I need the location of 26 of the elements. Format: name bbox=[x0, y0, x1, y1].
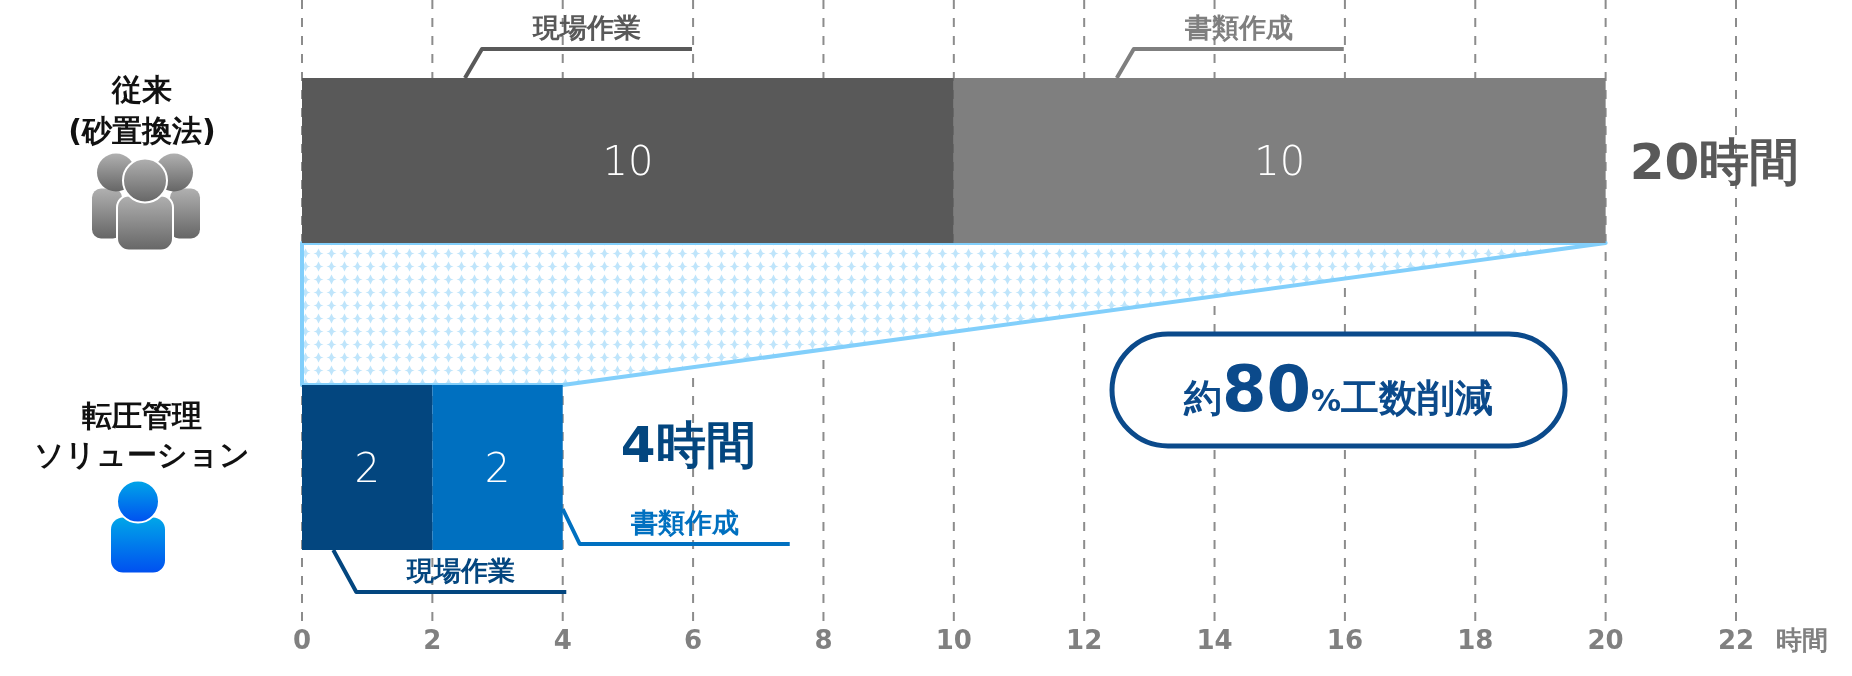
total-label: 20時間 bbox=[1629, 132, 1800, 191]
x-tick-label: 0 bbox=[292, 625, 312, 655]
y-tick-label: 転圧管理ソリューション bbox=[34, 397, 250, 472]
x-tick-label: 18 bbox=[1457, 625, 1494, 655]
series-label: 現場作業 bbox=[532, 12, 641, 43]
data-label: 10 bbox=[1254, 137, 1306, 184]
x-tick-label: 12 bbox=[1066, 625, 1103, 655]
x-tick-label: 16 bbox=[1326, 625, 1363, 655]
data-label: 2 bbox=[354, 444, 380, 491]
total-label: 4時間 bbox=[620, 415, 756, 474]
series-label: 現場作業 bbox=[407, 555, 516, 586]
series-label: 書類作成 bbox=[1184, 12, 1293, 43]
annotation: 約80%工数削減 bbox=[1182, 352, 1494, 426]
data-label: 10 bbox=[602, 137, 654, 184]
x-tick-label: 20 bbox=[1587, 625, 1624, 655]
x-tick-label: 14 bbox=[1196, 625, 1233, 655]
x-tick-label: 6 bbox=[684, 625, 703, 655]
y-tick-label: 従来(砂置換法) bbox=[68, 71, 216, 148]
x-axis-title: 時間 bbox=[1776, 625, 1828, 655]
x-tick-label: 10 bbox=[935, 625, 972, 655]
series-label: 書類作成 bbox=[630, 507, 739, 538]
data-label: 2 bbox=[484, 444, 511, 491]
x-tick-label: 8 bbox=[814, 625, 833, 655]
x-tick-label: 2 bbox=[423, 625, 442, 655]
x-tick-label: 4 bbox=[553, 625, 572, 655]
x-tick-label: 22 bbox=[1717, 625, 1755, 655]
